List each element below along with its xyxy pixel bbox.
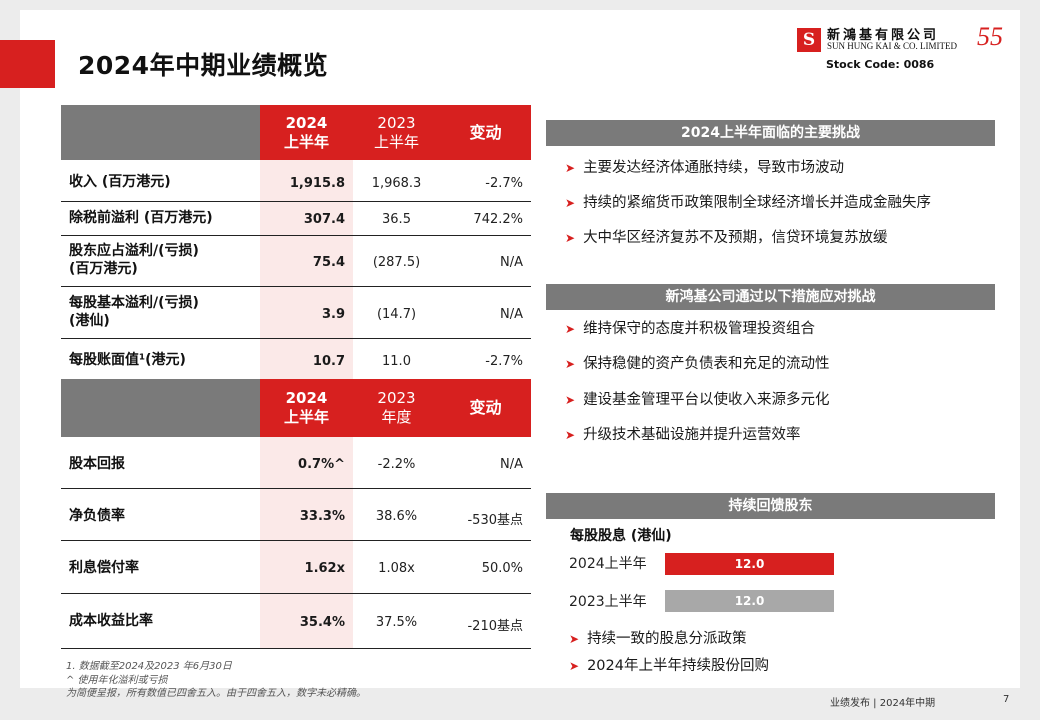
table2-header-2024: 2024 上半年 (260, 379, 353, 437)
row-change: -2.7% (485, 176, 523, 191)
row-label: 净负债率 (69, 508, 125, 524)
list-item: ➤ 持续一致的股息分派政策 (569, 631, 747, 647)
table-row: 净负债率 33.3% 38.6% -530基点 (61, 489, 531, 541)
table1-header: 2024 上半年 2023 上半年 变动 (61, 105, 531, 160)
logo-chinese-name: 新鴻基有限公司 (827, 28, 940, 43)
table-row: 每股账面值¹(港元) 10.7 11.0 -2.7% (61, 339, 531, 379)
row-change: 742.2% (473, 212, 523, 227)
list-item: ➤ 维持保守的态度并积极管理投资组合 (565, 321, 816, 337)
footnote: 1. 数据截至2024及2023 年6月30日 (66, 661, 232, 672)
dividend-bar: 12.0 (665, 590, 834, 612)
row-label: 收入 (百万港元) (69, 174, 171, 190)
list-item: ➤ 升级技术基础设施并提升运营效率 (565, 427, 801, 443)
row-change: -2.7% (485, 354, 523, 369)
arrow-right-icon: ➤ (565, 161, 576, 175)
table-row: 成本收益比率 35.4% 37.5% -210基点 (61, 594, 531, 649)
row-label: 利息偿付率 (69, 560, 139, 576)
table2-header: 2024 上半年 2023 年度 变动 (61, 379, 531, 437)
arrow-right-icon: ➤ (565, 322, 576, 336)
table2-header-change: 变动 (440, 379, 531, 437)
row-change: -530基点 (467, 513, 523, 528)
row-value-2023: 1,968.3 (371, 176, 422, 191)
list-item: ➤ 保持稳健的资产负债表和充足的流动性 (565, 356, 830, 372)
list-item: ➤ 2024年上半年持续股份回购 (569, 658, 769, 674)
footer-text: 业绩发布 | 2024年中期 (830, 698, 936, 709)
row-change: -210基点 (467, 619, 523, 634)
row-change: 50.0% (481, 561, 523, 576)
row-label: 除税前溢利 (百万港元) (69, 210, 213, 226)
list-item: ➤ 大中华区经济复苏不及预期，信贷环境复苏放缓 (565, 230, 888, 246)
dividend-subtitle: 每股股息 (港仙) (570, 528, 672, 544)
company-logo: S 新鴻基有限公司 SUN HUNG KAI & CO. LIMITED 55 (797, 22, 1012, 58)
row-value-2024: 0.7%^ (298, 457, 345, 472)
row-value-2024: 75.4 (312, 255, 345, 270)
row-label: 股东应占溢利/(亏损) (百万港元) (69, 243, 199, 277)
row-value-2023: (14.7) (376, 307, 417, 322)
list-item: ➤ 主要发达经济体通胀持续，导致市场波动 (565, 160, 845, 176)
table-row: 利息偿付率 1.62x 1.08x 50.0% (61, 541, 531, 594)
row-value-2024: 307.4 (303, 212, 345, 227)
row-label: 成本收益比率 (69, 613, 153, 629)
row-value-2024: 10.7 (312, 354, 345, 369)
arrow-right-icon: ➤ (569, 659, 580, 673)
challenges-title: 2024上半年面临的主要挑战 (546, 120, 995, 146)
title-accent-bar (0, 40, 55, 88)
list-item: ➤ 持续的紧缩货币政策限制全球经济增长并造成金融失序 (565, 195, 932, 211)
table-row: 除税前溢利 (百万港元) 307.4 36.5 742.2% (61, 202, 531, 236)
row-value-2024: 35.4% (299, 615, 345, 630)
row-change: N/A (500, 457, 523, 472)
table1-header-2024: 2024 上半年 (260, 105, 353, 160)
page-number: 7 (1003, 694, 1010, 705)
table-row: 股东应占溢利/(亏损) (百万港元) 75.4 (287.5) N/A (61, 236, 531, 287)
arrow-right-icon: ➤ (569, 632, 580, 646)
table-row: 股本回报 0.7%^ -2.2% N/A (61, 437, 531, 489)
table-row: 每股基本溢利/(亏损) (港仙) 3.9 (14.7) N/A (61, 287, 531, 339)
footnote: 为简便呈报，所有数值已四舍五入。由于四舍五入，数字未必精确。 (66, 688, 366, 699)
dividend-title: 持续回馈股东 (546, 493, 995, 519)
row-value-2024: 1.62x (304, 561, 345, 576)
arrow-right-icon: ➤ (565, 428, 576, 442)
arrow-right-icon: ➤ (565, 231, 576, 245)
dividend-bar-label: 2024上半年 (569, 556, 647, 572)
row-value-2024: 3.9 (321, 307, 345, 322)
table-row: 收入 (百万港元) 1,915.8 1,968.3 -2.7% (61, 160, 531, 202)
page-title: 2024年中期业绩概览 (78, 51, 329, 80)
list-item: ➤ 建设基金管理平台以使收入来源多元化 (565, 392, 830, 408)
row-value-2023: 11.0 (382, 354, 411, 369)
row-value-2023: 1.08x (378, 561, 415, 576)
row-value-2023: 36.5 (382, 212, 411, 227)
logo-mark-icon: S (797, 28, 821, 52)
row-label: 每股账面值¹(港元) (69, 352, 186, 368)
dividend-bar-label: 2023上半年 (569, 594, 647, 610)
row-label: 股本回报 (69, 456, 125, 472)
table2-header-2023: 2023 年度 (353, 379, 440, 437)
row-value-2023: -2.2% (377, 457, 416, 472)
logo-anniversary: 55 (977, 22, 1003, 51)
row-label: 每股基本溢利/(亏损) (港仙) (69, 295, 199, 329)
dividend-bar: 12.0 (665, 553, 834, 575)
row-value-2023: 38.6% (375, 509, 418, 524)
arrow-right-icon: ➤ (565, 357, 576, 371)
arrow-right-icon: ➤ (565, 196, 576, 210)
table1-header-2023: 2023 上半年 (353, 105, 440, 160)
row-value-2024: 1,915.8 (289, 176, 345, 191)
measures-title: 新鸿基公司通过以下措施应对挑战 (546, 284, 995, 310)
stock-code: Stock Code: 0086 (826, 58, 935, 71)
arrow-right-icon: ➤ (565, 393, 576, 407)
table1-header-change: 变动 (440, 105, 531, 160)
logo-english-name: SUN HUNG KAI & CO. LIMITED (827, 41, 957, 51)
row-value-2023: 37.5% (375, 615, 418, 630)
row-change: N/A (500, 255, 523, 270)
row-value-2024: 33.3% (299, 509, 345, 524)
row-change: N/A (500, 307, 523, 322)
row-value-2023: (287.5) (372, 255, 421, 270)
footnote: ^ 使用年化溢利或亏损 (66, 675, 168, 686)
